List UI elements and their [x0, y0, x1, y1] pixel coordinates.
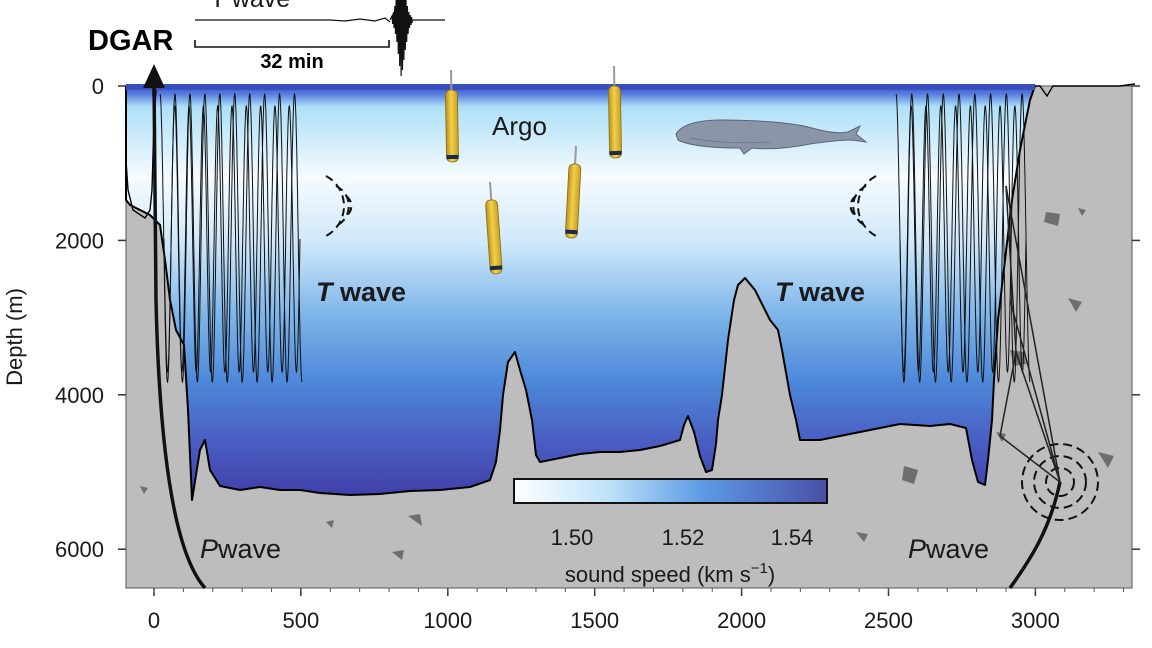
- x-tick-label: 500: [283, 608, 320, 633]
- time-scale-bar: [194, 40, 390, 48]
- p-wave-label-right: Pwave: [908, 534, 989, 564]
- ocean-water: [125, 85, 1036, 501]
- whale-icon: [675, 119, 868, 155]
- colorbar-gradient: [513, 478, 828, 504]
- colorbar-label: sound speed (km s−1): [565, 560, 775, 587]
- x-tick-label: 0: [148, 608, 160, 633]
- colorbar-tick: 1.50: [551, 525, 594, 550]
- colorbar-tick: 1.54: [771, 525, 814, 550]
- argo-float-icon: [445, 65, 622, 275]
- p-wave-path-right: [1008, 481, 1062, 590]
- surface-layer: [126, 84, 1035, 90]
- x-tick-label: 2500: [864, 608, 913, 633]
- station-arrow: [143, 64, 165, 96]
- y-tick-label: 0: [92, 74, 104, 99]
- x-tick-label: 1000: [423, 608, 472, 633]
- t-wave-oscillation-right: [895, 92, 1031, 384]
- y-axis: 0 2000 4000 6000: [55, 74, 1140, 562]
- t-wave-label-right: T wave: [775, 277, 865, 307]
- x-tick-label: 1500: [570, 608, 619, 633]
- x-axis: 0 500 1000 1500 2000 2500 3000: [148, 588, 1125, 633]
- seismograph-trace-icon: [195, 0, 445, 77]
- earthquake-source-ripple-icon: [1021, 443, 1099, 521]
- colorbar: 1.50 1.52 1.54 sound speed (km s−1): [513, 478, 828, 587]
- station-label: DGAR: [88, 25, 173, 57]
- y-tick-label: 4000: [55, 383, 104, 408]
- inset-wave-label: T wave: [210, 0, 290, 13]
- x-tick-label: 3000: [1011, 608, 1060, 633]
- t-wave-label-left: T wave: [316, 277, 406, 307]
- colorbar-tick: 1.52: [662, 525, 705, 550]
- t-wave-oscillation-left: [159, 92, 303, 384]
- y-tick-label: 6000: [55, 537, 104, 562]
- p-wave-path-left: [152, 79, 207, 590]
- y-axis-title: Depth (m): [2, 288, 27, 386]
- y-tick-label: 2000: [55, 228, 104, 253]
- x-tick-label: 2000: [717, 608, 766, 633]
- source-ripple-icon: [325, 175, 877, 237]
- argo-label: Argo: [492, 111, 547, 141]
- ray-paths: [999, 185, 1061, 483]
- p-wave-label-left: Pwave: [200, 534, 281, 564]
- scale-label: 32 min: [260, 51, 323, 73]
